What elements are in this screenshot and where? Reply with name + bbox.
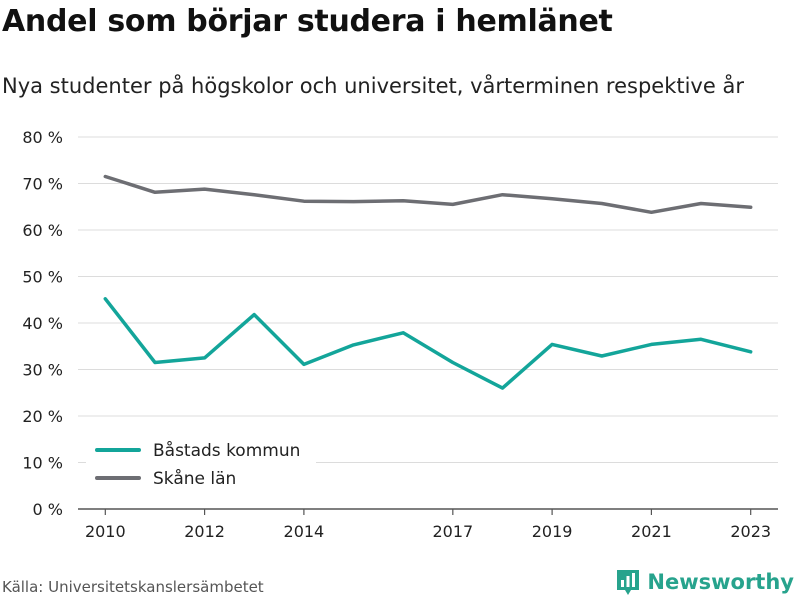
y-tick-label: 60 %: [22, 221, 63, 240]
chart-subtitle: Nya studenter på högskolor och universit…: [2, 74, 744, 98]
legend-label[interactable]: Båstads kommun: [153, 440, 300, 461]
y-tick-label: 40 %: [22, 314, 63, 333]
y-tick-label: 20 %: [22, 407, 63, 426]
legend: Båstads kommun Skåne län: [86, 434, 316, 494]
x-tick-label: 2014: [284, 522, 325, 541]
gridlines: [78, 136, 778, 510]
x-tick-label: 2019: [532, 522, 573, 541]
y-tick-label: 80 %: [22, 128, 63, 147]
y-tick-label: 10 %: [22, 454, 63, 473]
y-tick-label: 0 %: [33, 500, 63, 519]
y-axis-ticks: 0 % 10 % 20 % 30 % 40 % 50 % 60 % 70 % 80 %: [22, 128, 63, 519]
series-line: [103, 297, 753, 390]
chart-title: Andel som börjar studera i hemlänet: [2, 4, 613, 39]
brand-logo[interactable]: Newsworthy: [615, 568, 794, 596]
x-tick-label: 2012: [184, 522, 225, 541]
x-tick-label: 2010: [85, 522, 126, 541]
x-axis-ticks: 2010 2012 2014 2017 2019 2021 2023: [85, 509, 771, 541]
series-lines: [103, 174, 753, 390]
bar-chart-logo-icon: [617, 570, 640, 595]
series-line: [103, 174, 753, 215]
x-tick-label: 2021: [631, 522, 672, 541]
x-tick-label: 2023: [730, 522, 771, 541]
y-tick-label: 70 %: [22, 175, 63, 194]
y-tick-label: 50 %: [22, 268, 63, 287]
legend-background: [86, 434, 316, 494]
brand-name: Newsworthy: [647, 570, 794, 594]
legend-label[interactable]: Skåne län: [153, 468, 236, 489]
y-tick-label: 30 %: [22, 361, 63, 380]
source-note: Källa: Universitetskanslersämbetet: [2, 578, 264, 596]
x-tick-label: 2017: [432, 522, 473, 541]
